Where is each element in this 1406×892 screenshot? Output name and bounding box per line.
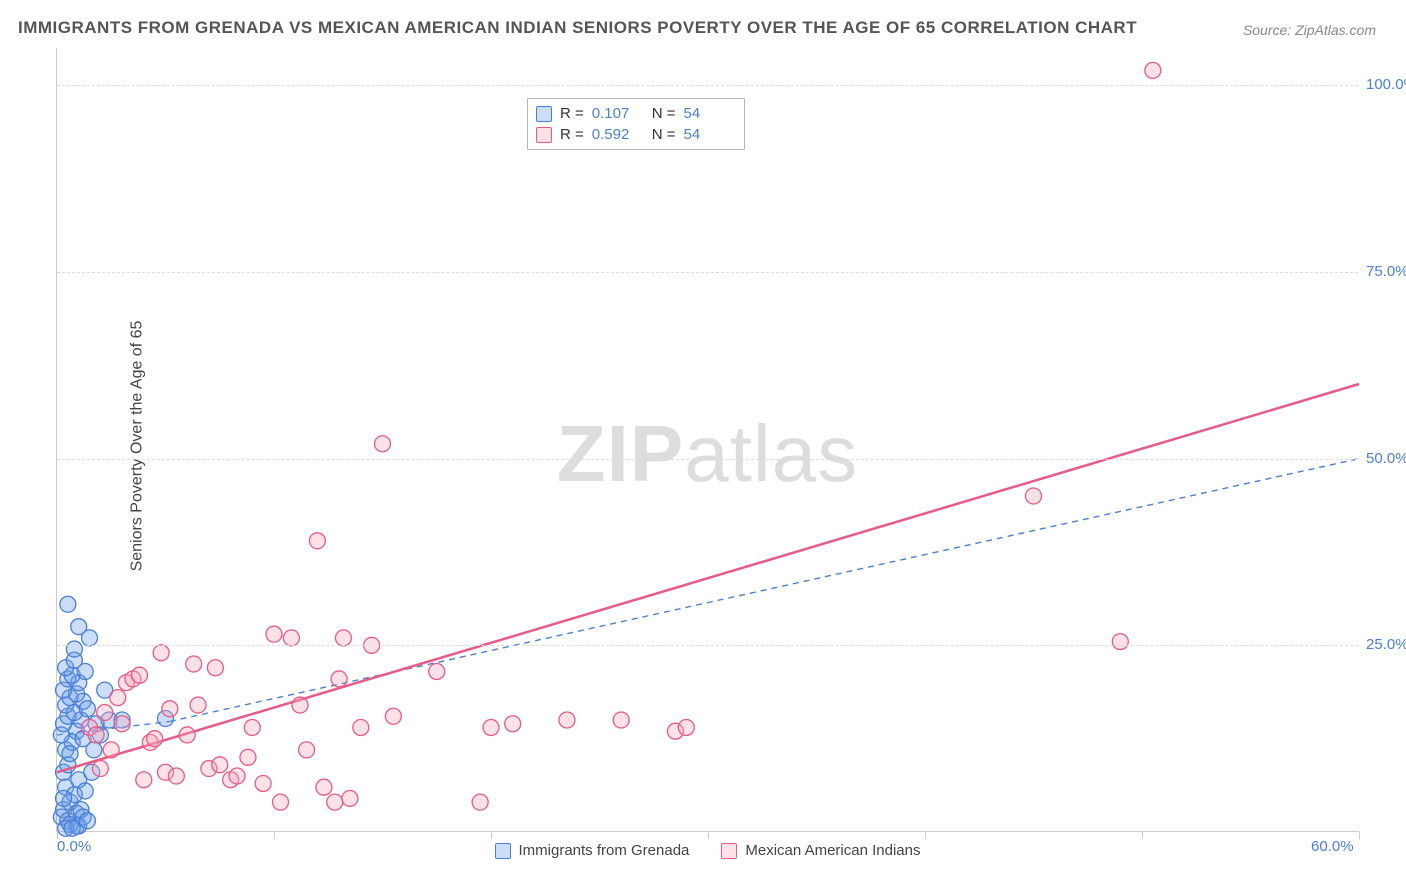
scatter-point bbox=[353, 719, 369, 735]
scatter-point bbox=[273, 794, 289, 810]
trendline-ext-series-0 bbox=[170, 459, 1359, 722]
stats-row-series-1: R = 0.592 N = 54 bbox=[536, 124, 736, 145]
scatter-point bbox=[1112, 634, 1128, 650]
scatter-point bbox=[244, 719, 260, 735]
scatter-point bbox=[88, 727, 104, 743]
scatter-point bbox=[385, 708, 401, 724]
scatter-point bbox=[71, 619, 87, 635]
scatter-point bbox=[131, 667, 147, 683]
gridline-h bbox=[57, 459, 1358, 460]
gridline-h bbox=[57, 645, 1358, 646]
scatter-point bbox=[255, 775, 271, 791]
r-value-0: 0.107 bbox=[592, 105, 644, 122]
legend-swatch-1 bbox=[721, 843, 737, 859]
scatter-point bbox=[483, 719, 499, 735]
stats-legend-box: R = 0.107 N = 54 R = 0.592 N = 54 bbox=[527, 98, 745, 150]
scatter-point bbox=[97, 705, 113, 721]
x-tick bbox=[1359, 831, 1360, 839]
gridline-h bbox=[57, 85, 1358, 86]
scatter-point bbox=[114, 716, 130, 732]
scatter-point bbox=[86, 742, 102, 758]
legend-label-1: Mexican American Indians bbox=[745, 842, 920, 859]
scatter-point bbox=[229, 768, 245, 784]
legend-item-1: Mexican American Indians bbox=[721, 842, 920, 859]
plot-svg bbox=[57, 48, 1358, 831]
scatter-point bbox=[327, 794, 343, 810]
scatter-point bbox=[153, 645, 169, 661]
y-tick-label: 25.0% bbox=[1366, 636, 1406, 653]
scatter-point bbox=[331, 671, 347, 687]
n-label: N = bbox=[652, 126, 676, 143]
scatter-point bbox=[505, 716, 521, 732]
n-value-1: 54 bbox=[684, 126, 736, 143]
scatter-point bbox=[92, 761, 108, 777]
scatter-point bbox=[60, 596, 76, 612]
scatter-point bbox=[240, 749, 256, 765]
scatter-point bbox=[299, 742, 315, 758]
scatter-point bbox=[613, 712, 629, 728]
scatter-point bbox=[266, 626, 282, 642]
scatter-point bbox=[309, 533, 325, 549]
scatter-point bbox=[62, 746, 78, 762]
x-tick bbox=[1142, 831, 1143, 839]
scatter-point bbox=[136, 772, 152, 788]
legend-item-0: Immigrants from Grenada bbox=[495, 842, 690, 859]
swatch-series-0 bbox=[536, 106, 552, 122]
scatter-point bbox=[77, 783, 93, 799]
scatter-point bbox=[292, 697, 308, 713]
x-tick bbox=[491, 831, 492, 839]
scatter-point bbox=[179, 727, 195, 743]
scatter-point bbox=[678, 719, 694, 735]
scatter-point bbox=[316, 779, 332, 795]
x-tick-label: 0.0% bbox=[57, 838, 91, 855]
y-tick-label: 75.0% bbox=[1366, 263, 1406, 280]
x-tick bbox=[708, 831, 709, 839]
y-tick-label: 100.0% bbox=[1366, 76, 1406, 93]
scatter-point bbox=[162, 701, 178, 717]
r-label: R = bbox=[560, 126, 584, 143]
scatter-point bbox=[79, 701, 95, 717]
scatter-point bbox=[168, 768, 184, 784]
x-tick-label: 60.0% bbox=[1311, 838, 1354, 855]
scatter-point bbox=[64, 820, 80, 836]
scatter-point bbox=[186, 656, 202, 672]
chart-container: IMMIGRANTS FROM GRENADA VS MEXICAN AMERI… bbox=[0, 0, 1406, 892]
source-attribution: Source: ZipAtlas.com bbox=[1243, 22, 1376, 38]
scatter-point bbox=[283, 630, 299, 646]
scatter-point bbox=[1145, 62, 1161, 78]
plot-area: ZIPatlas R = 0.107 N = 54 R = 0.592 N = … bbox=[56, 48, 1358, 832]
legend-label-0: Immigrants from Grenada bbox=[519, 842, 690, 859]
scatter-point bbox=[342, 790, 358, 806]
r-value-1: 0.592 bbox=[592, 126, 644, 143]
scatter-point bbox=[1026, 488, 1042, 504]
chart-title: IMMIGRANTS FROM GRENADA VS MEXICAN AMERI… bbox=[18, 18, 1137, 38]
legend-swatch-0 bbox=[495, 843, 511, 859]
r-label: R = bbox=[560, 105, 584, 122]
y-tick-label: 50.0% bbox=[1366, 450, 1406, 467]
n-label: N = bbox=[652, 105, 676, 122]
swatch-series-1 bbox=[536, 127, 552, 143]
scatter-point bbox=[212, 757, 228, 773]
scatter-point bbox=[56, 790, 72, 806]
scatter-point bbox=[429, 663, 445, 679]
scatter-point bbox=[103, 742, 119, 758]
scatter-point bbox=[147, 731, 163, 747]
scatter-point bbox=[335, 630, 351, 646]
scatter-point bbox=[79, 813, 95, 829]
n-value-0: 54 bbox=[684, 105, 736, 122]
gridline-h bbox=[57, 272, 1358, 273]
scatter-point bbox=[472, 794, 488, 810]
scatter-point bbox=[190, 697, 206, 713]
stats-row-series-0: R = 0.107 N = 54 bbox=[536, 103, 736, 124]
scatter-point bbox=[110, 690, 126, 706]
scatter-point bbox=[207, 660, 223, 676]
scatter-point bbox=[559, 712, 575, 728]
x-tick bbox=[274, 831, 275, 839]
scatter-point bbox=[375, 436, 391, 452]
legend-bottom: Immigrants from Grenada Mexican American… bbox=[57, 842, 1358, 859]
scatter-point bbox=[66, 641, 82, 657]
x-tick bbox=[925, 831, 926, 839]
trendline-series-1 bbox=[57, 384, 1359, 772]
